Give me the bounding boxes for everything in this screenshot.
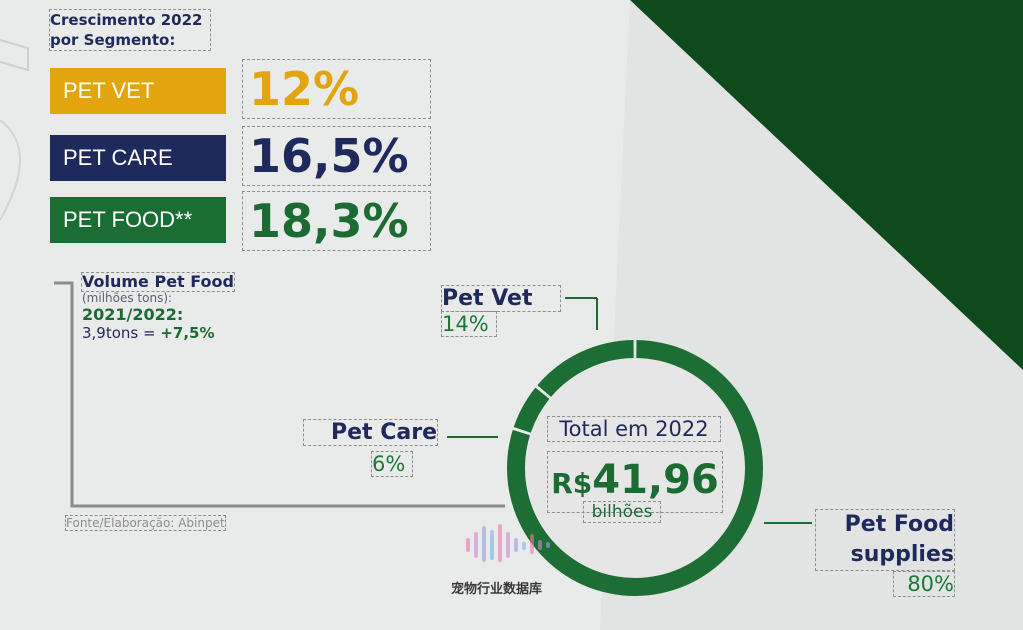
category-pct-pet-vet: 14% [441,311,497,337]
volume-value-text: 3,9tons = [82,324,161,342]
category-name-pet-care: Pet Care [303,419,438,446]
donut-hole [526,359,744,577]
volume-pet-food-box: Volume Pet Food (milhões tons): 2021/202… [81,272,235,342]
category-pct-pet-food: 80% [893,571,955,597]
volume-unit: (milhões tons): [82,291,173,305]
donut-center-currency: R$ [551,467,593,500]
volume-period: 2021/2022: [82,305,184,324]
volume-bracket-line [54,281,505,508]
donut-chart [506,340,764,596]
volume-value: 3,9tons = +7,5% [82,324,234,342]
donut-center-label: Total em 2022 [547,416,721,442]
segment-label-pet-vet: PET VET [50,68,226,114]
volume-title: Volume Pet Food [81,272,235,292]
segment-value-pet-vet: 12% [242,59,431,119]
donut-center-unit: bilhões [583,501,661,523]
volume-growth: +7,5% [160,324,215,342]
segment-value-pet-care: 16,5% [242,126,431,186]
category-pct-pet-care: 6% [371,451,413,477]
source-note: Fonte/Elaboração: Abinpet [65,515,226,531]
growth-title: Crescimento 2022 por Segmento: [49,9,211,51]
donut-slice-pet-vet [537,340,634,397]
category-name-pet-vet: Pet Vet [441,285,561,312]
donut-slice-pet-care [513,387,550,433]
donut-center-number: 41,96 [592,457,719,503]
category-name-pet-food: Pet Food supplies [815,509,955,571]
segment-label-pet-food: PET FOOD** [50,197,226,243]
watermark-text: 宠物行业数据库 [451,582,543,597]
donut-center-value: R$41,96 [547,451,723,513]
segment-label-pet-care: PET CARE [50,135,226,181]
segment-value-pet-food: 18,3% [242,191,431,251]
watermark-logo [466,524,550,562]
corner-green-triangle [630,0,1023,370]
